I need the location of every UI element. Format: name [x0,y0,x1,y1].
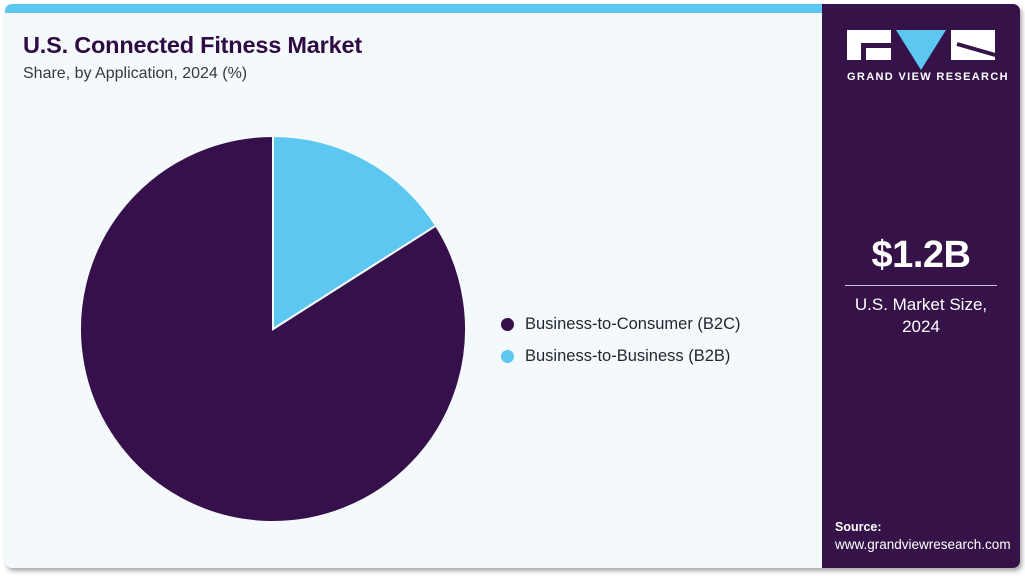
pie-chart-svg [80,136,466,522]
logo-letter-g-icon [847,30,891,60]
stat-divider [845,284,997,286]
page-title: U.S. Connected Fitness Market [23,32,362,58]
chart-card: U.S. Connected Fitness Market Share, by … [5,4,1020,568]
source-url[interactable]: www.grandviewresearch.com [835,536,1011,552]
logo-letter-r-icon [951,30,995,60]
market-size-stat: $1.2B U.S. Market Size, 2024 [822,234,1020,338]
chart-legend: Business-to-Consumer (B2C) Business-to-B… [501,308,740,372]
source-title: Source: [835,519,882,534]
page-subtitle: Share, by Application, 2024 (%) [23,65,248,82]
logo-marks [847,30,995,70]
logo-wordmark: GRAND VIEW RESEARCH [847,71,1009,83]
legend-label-b2c: Business-to-Consumer (B2C) [525,314,741,333]
legend-item-b2b[interactable]: Business-to-Business (B2B) [501,340,740,372]
top-accent-bar [5,4,822,13]
source-block: Source: www.grandviewresearch.com [835,519,1011,554]
legend-swatch-b2b [501,349,514,363]
chart-main-region: U.S. Connected Fitness Market Share, by … [5,13,822,568]
gvr-logo-icon: GRAND VIEW RESEARCH [847,30,1009,83]
legend-label-b2b: Business-to-Business (B2B) [525,346,731,365]
logo-letter-v-triangle-icon [896,30,946,70]
pie-slice[interactable] [272,136,438,331]
legend-swatch-b2c [501,317,514,331]
pie-chart [80,136,466,522]
stat-label: U.S. Market Size, 2024 [854,294,988,336]
brand-side-panel: GRAND VIEW RESEARCH $1.2B U.S. Market Si… [822,4,1020,568]
legend-item-b2c[interactable]: Business-to-Consumer (B2C) [501,308,740,340]
stat-value: $1.2B [871,234,971,276]
